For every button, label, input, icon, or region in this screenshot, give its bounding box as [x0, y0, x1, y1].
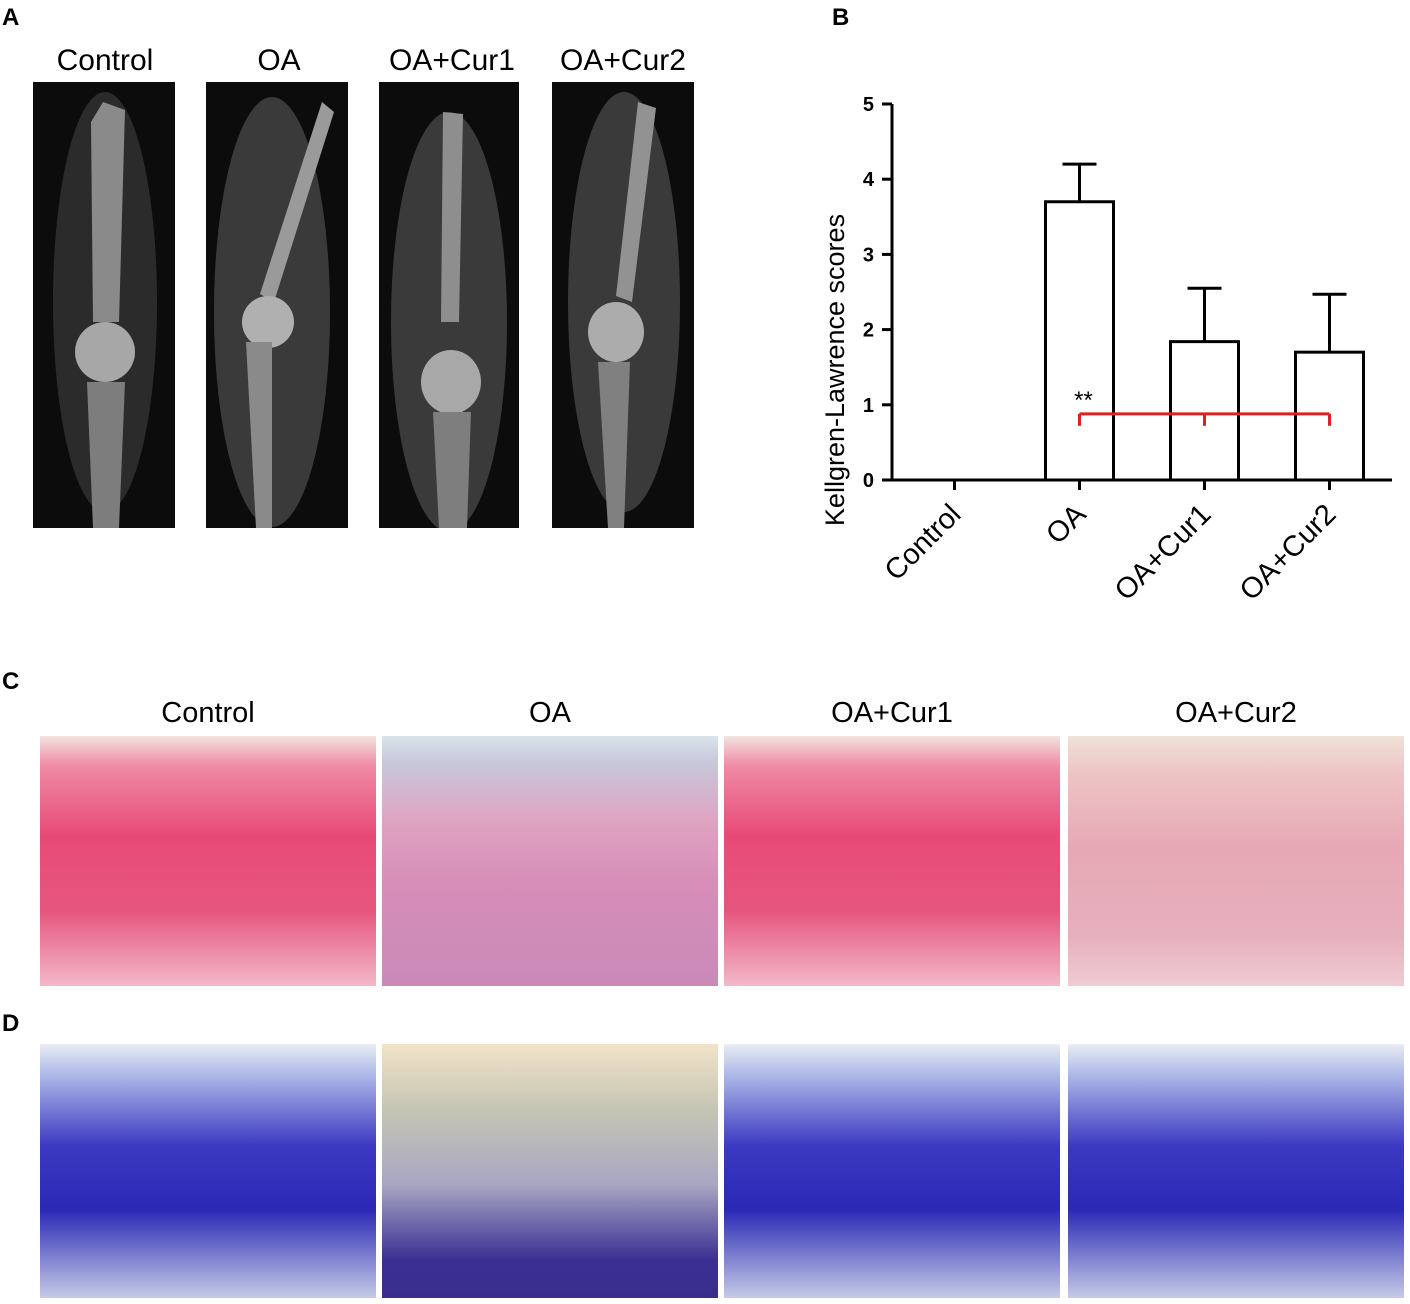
- significance-bracket: **: [1074, 387, 1331, 426]
- he-image-oa-cur1: [724, 736, 1060, 986]
- xray-label-oa-cur2: OA+Cur2: [560, 44, 686, 77]
- sig-label: **: [1074, 387, 1093, 414]
- y-axis: 0 1 2 3 4 5: [863, 94, 894, 492]
- tb-image-oa-cur2: [1068, 1044, 1404, 1298]
- xray-label-control: Control: [56, 44, 154, 77]
- xray-image-oa-cur1: [379, 82, 519, 528]
- tb-image-oa: [382, 1044, 718, 1298]
- he-image-oa-cur2: [1068, 736, 1404, 986]
- he-label-oa: OA: [529, 697, 571, 729]
- x-tick-label-0: Control: [879, 498, 968, 587]
- kl-score-bar-chart: 0 1 2 3 4 5 Control OA OA+Cur1 OA+Cur2 ** Kellgr…: [820, 94, 1392, 607]
- xray-bone-control: [53, 92, 157, 528]
- xray-image-control: [33, 82, 175, 528]
- bar-1: [1044, 200, 1115, 482]
- y-tick-label-5: 5: [863, 94, 874, 116]
- tb-image-oa-cur1: [724, 1044, 1060, 1298]
- panel-letter-c: C: [2, 668, 20, 695]
- he-image-oa: [382, 736, 718, 986]
- xray-bone-oa: [214, 97, 334, 528]
- x-axis: Control OA OA+Cur1 OA+Cur2: [879, 478, 1392, 607]
- he-label-oa-cur2: OA+Cur2: [1175, 697, 1297, 729]
- xray-label-oa: OA: [257, 44, 301, 77]
- panel-letter-d: D: [2, 1010, 20, 1037]
- x-tick-label-3: OA+Cur2: [1234, 498, 1343, 607]
- y-axis-label: Kellgren-Lawrence scores: [820, 214, 850, 526]
- xray-image-oa-cur2: [552, 82, 694, 528]
- x-tick-label-1: OA: [1040, 498, 1093, 551]
- y-tick-label-4: 4: [863, 169, 875, 191]
- y-tick-label-3: 3: [863, 244, 874, 266]
- bars: [1044, 162, 1365, 482]
- y-tick-label-1: 1: [863, 395, 874, 417]
- y-tick-label-2: 2: [863, 320, 874, 342]
- panel-letter-a: A: [2, 4, 20, 31]
- xray-bone-oa-cur1: [391, 112, 507, 528]
- xray-label-oa-cur1: OA+Cur1: [389, 44, 515, 77]
- xray-bone-oa-cur2: [568, 92, 680, 528]
- y-tick-label-0: 0: [863, 470, 874, 492]
- panel-letter-b: B: [832, 4, 850, 31]
- x-tick-label-2: OA+Cur1: [1109, 498, 1218, 607]
- he-label-control: Control: [161, 697, 255, 729]
- xray-image-oa: [206, 82, 348, 528]
- tb-image-control: [40, 1044, 376, 1298]
- he-label-oa-cur1: OA+Cur1: [831, 697, 953, 729]
- he-image-control: [40, 736, 376, 986]
- bar-2: [1169, 340, 1240, 482]
